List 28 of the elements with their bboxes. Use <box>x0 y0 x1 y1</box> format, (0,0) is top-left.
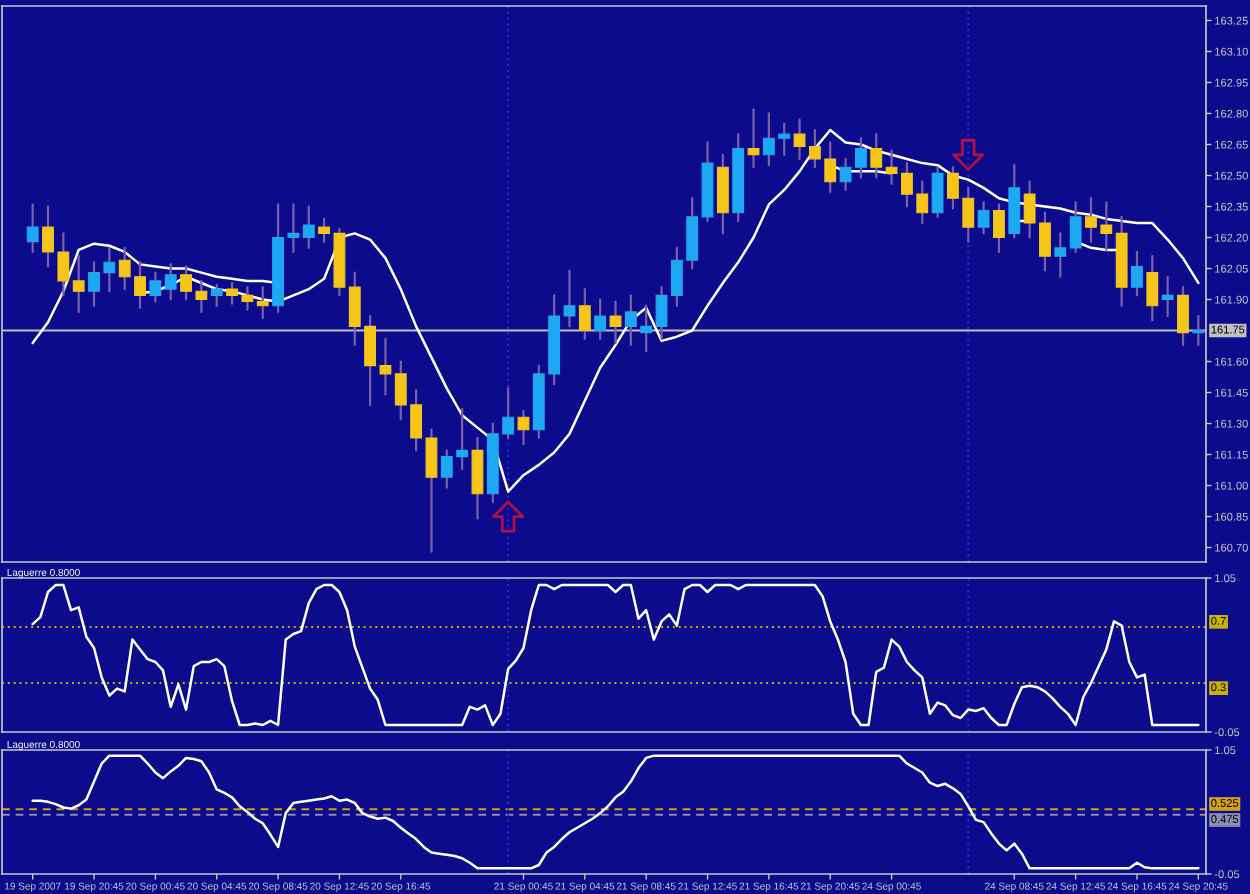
candlestick <box>1131 250 1143 297</box>
candlestick <box>993 203 1005 254</box>
candlestick <box>26 203 39 254</box>
candlestick <box>164 263 177 301</box>
candlestick <box>1054 232 1067 278</box>
candlestick <box>1192 314 1205 347</box>
candlestick <box>1146 254 1159 322</box>
candlestick <box>1069 201 1082 254</box>
candlestick <box>747 108 760 169</box>
candlestick <box>517 410 530 446</box>
candlestick <box>256 285 269 320</box>
candlestick <box>870 133 883 179</box>
candlestick <box>716 153 729 235</box>
candlestick <box>977 201 990 235</box>
candlestick <box>72 254 85 314</box>
candlestick <box>302 205 315 249</box>
candlestick <box>1008 164 1021 239</box>
candlestick <box>578 288 591 340</box>
candlestick <box>471 436 484 520</box>
candlestick <box>609 300 622 345</box>
candlestick <box>931 166 944 218</box>
candlestick <box>210 283 223 307</box>
line-series <box>31 583 1200 727</box>
candlestick <box>594 298 607 340</box>
candlestick <box>149 271 162 303</box>
candlestick <box>1177 285 1189 347</box>
candlestick <box>1161 275 1174 318</box>
line-series <box>31 754 1200 870</box>
